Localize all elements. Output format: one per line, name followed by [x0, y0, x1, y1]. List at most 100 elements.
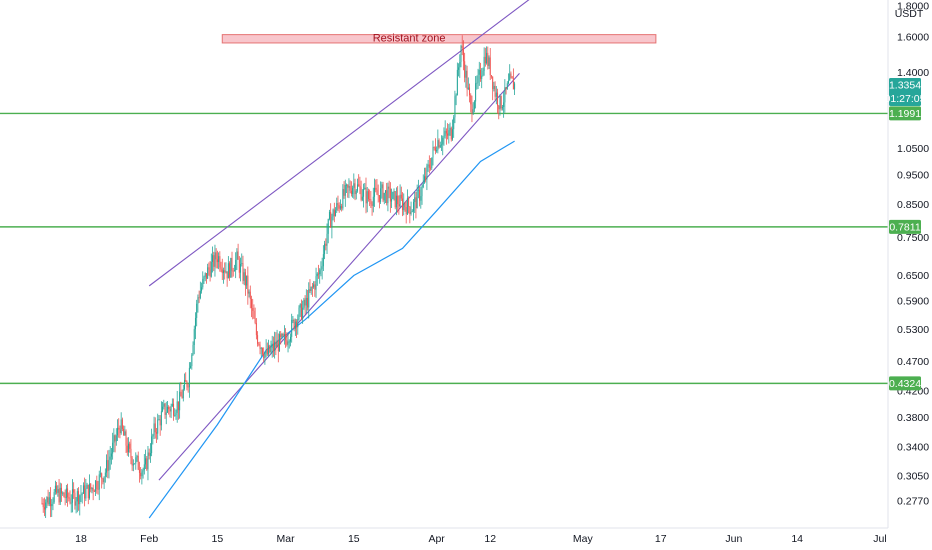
candle[interactable]: [409, 206, 411, 224]
candle[interactable]: [455, 93, 457, 106]
candle[interactable]: [181, 389, 183, 399]
candle[interactable]: [225, 262, 227, 274]
candle[interactable]: [52, 497, 54, 511]
candle[interactable]: [252, 298, 254, 320]
candle[interactable]: [437, 129, 439, 154]
candle[interactable]: [64, 489, 66, 506]
candle[interactable]: [169, 406, 171, 418]
candle[interactable]: [310, 286, 312, 295]
candle[interactable]: [326, 223, 328, 255]
candle[interactable]: [247, 266, 249, 305]
candle[interactable]: [218, 252, 220, 270]
candle[interactable]: [80, 485, 82, 503]
candle[interactable]: [479, 62, 481, 82]
candle[interactable]: [358, 174, 360, 187]
candle[interactable]: [382, 181, 384, 203]
candle[interactable]: [395, 187, 397, 216]
candle[interactable]: [441, 135, 443, 152]
candle[interactable]: [204, 272, 206, 282]
candle[interactable]: [423, 167, 425, 184]
candle[interactable]: [338, 202, 340, 213]
candle[interactable]: [342, 184, 344, 211]
candle[interactable]: [481, 68, 483, 89]
candle[interactable]: [171, 398, 173, 408]
candle[interactable]: [81, 492, 83, 504]
candle[interactable]: [490, 75, 492, 79]
candle[interactable]: [420, 186, 422, 209]
candle[interactable]: [73, 482, 75, 499]
candle[interactable]: [343, 181, 345, 199]
candle[interactable]: [410, 201, 412, 216]
candle[interactable]: [209, 260, 211, 282]
candle[interactable]: [190, 362, 192, 369]
candle[interactable]: [102, 477, 104, 485]
candle[interactable]: [186, 380, 188, 391]
candle[interactable]: [152, 433, 154, 445]
candle[interactable]: [412, 199, 414, 221]
candle[interactable]: [205, 273, 207, 284]
candle[interactable]: [427, 159, 429, 172]
candle[interactable]: [107, 450, 109, 479]
candle[interactable]: [47, 489, 49, 506]
candle[interactable]: [501, 104, 503, 111]
candle[interactable]: [106, 454, 108, 478]
candle[interactable]: [497, 88, 499, 114]
candle[interactable]: [281, 332, 283, 340]
candle[interactable]: [216, 250, 218, 269]
candle[interactable]: [332, 208, 334, 221]
candle[interactable]: [176, 390, 178, 423]
candle[interactable]: [159, 415, 161, 436]
candle[interactable]: [163, 399, 165, 410]
candle[interactable]: [375, 179, 377, 193]
candle[interactable]: [101, 472, 103, 489]
candle[interactable]: [132, 459, 134, 472]
candle[interactable]: [235, 252, 237, 279]
candle[interactable]: [336, 197, 338, 213]
candle[interactable]: [330, 203, 332, 228]
candle[interactable]: [319, 268, 321, 284]
candle[interactable]: [255, 318, 257, 340]
candle[interactable]: [311, 282, 313, 297]
candle[interactable]: [125, 429, 127, 454]
candle[interactable]: [456, 62, 458, 96]
candle[interactable]: [349, 180, 351, 194]
candle[interactable]: [488, 55, 490, 70]
candle[interactable]: [226, 271, 228, 287]
candle[interactable]: [297, 314, 299, 335]
candle[interactable]: [112, 432, 114, 460]
candle[interactable]: [58, 478, 60, 506]
candle[interactable]: [57, 485, 59, 497]
candle[interactable]: [364, 182, 366, 190]
candle[interactable]: [467, 77, 469, 91]
candle[interactable]: [84, 477, 86, 507]
candle[interactable]: [417, 179, 419, 199]
candle[interactable]: [149, 443, 151, 463]
candle[interactable]: [121, 417, 123, 432]
candle[interactable]: [237, 243, 239, 260]
candle[interactable]: [339, 199, 341, 211]
candle[interactable]: [482, 67, 484, 77]
resistance-zone[interactable]: [221, 34, 657, 44]
candle[interactable]: [173, 398, 175, 421]
candle[interactable]: [388, 180, 390, 199]
candle[interactable]: [408, 196, 410, 214]
candle[interactable]: [498, 104, 500, 120]
candle[interactable]: [333, 202, 335, 223]
candle[interactable]: [230, 257, 232, 278]
candle[interactable]: [236, 248, 238, 270]
candle[interactable]: [464, 52, 466, 83]
candle[interactable]: [277, 333, 279, 363]
candle[interactable]: [224, 262, 226, 280]
candle[interactable]: [138, 461, 140, 483]
candle[interactable]: [442, 135, 444, 156]
candle[interactable]: [453, 115, 455, 138]
candle[interactable]: [478, 61, 480, 86]
candle[interactable]: [43, 497, 45, 517]
candle[interactable]: [431, 157, 433, 170]
candle[interactable]: [180, 381, 182, 397]
candle[interactable]: [506, 81, 508, 90]
candle[interactable]: [208, 262, 210, 276]
candle[interactable]: [104, 468, 106, 483]
candle[interactable]: [207, 263, 209, 279]
candle[interactable]: [322, 245, 324, 271]
